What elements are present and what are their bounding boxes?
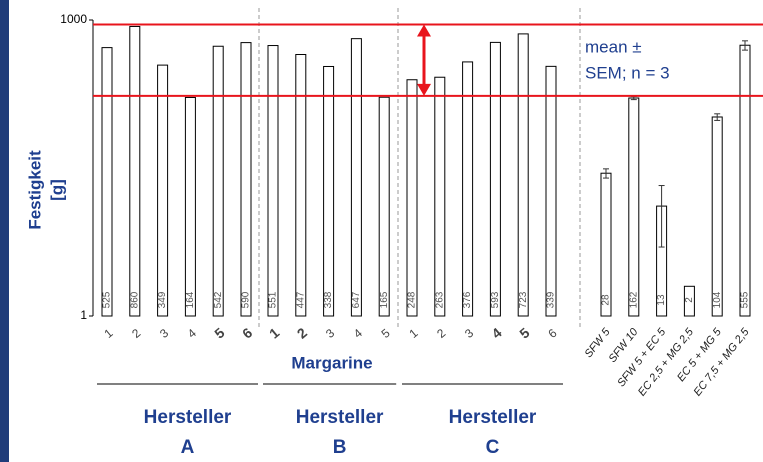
- group-label: Hersteller: [296, 407, 384, 428]
- value-label: 162: [628, 291, 639, 308]
- value-label: 349: [157, 291, 168, 308]
- x-tick-label: 3: [157, 326, 171, 341]
- value-label: 339: [546, 291, 557, 308]
- value-label: 551: [268, 291, 279, 308]
- x-tick-label: 6: [239, 324, 255, 341]
- x-tick-label: 3: [323, 326, 337, 341]
- bar: [628, 97, 640, 317]
- bar: [295, 54, 307, 317]
- x-tick-label: 5: [211, 324, 227, 341]
- value-label: 860: [129, 291, 140, 308]
- annotation: SEM; n = 3: [585, 63, 670, 82]
- group-label: Hersteller: [144, 407, 232, 428]
- group-label: C: [486, 437, 500, 458]
- bar: [517, 33, 529, 317]
- value-label: 104: [712, 291, 723, 308]
- x-tick-label: 3: [462, 326, 476, 341]
- value-label: 593: [490, 291, 501, 308]
- bar: [101, 47, 113, 317]
- bar: [739, 44, 751, 317]
- bar: [240, 42, 252, 317]
- arrow-head: [417, 83, 431, 96]
- group-label: Hersteller: [449, 407, 537, 428]
- bar: [323, 65, 335, 317]
- value-label: 555: [740, 291, 751, 308]
- bar: [350, 38, 362, 317]
- bar: [212, 45, 224, 317]
- value-label: 28: [601, 294, 612, 306]
- bar: [157, 64, 169, 317]
- bar: [545, 65, 557, 317]
- bar: [434, 76, 446, 317]
- x-tick-label: 5: [516, 324, 532, 341]
- x-tick-label: 4: [488, 324, 504, 341]
- bar: [489, 41, 501, 317]
- y-tick-label: 1: [80, 308, 87, 322]
- bar: [184, 96, 196, 317]
- value-label: 447: [295, 291, 306, 308]
- x-tick-label: 5: [379, 326, 393, 341]
- bar: [711, 116, 723, 317]
- value-label: 164: [185, 291, 196, 308]
- x-label: Margarine: [291, 353, 372, 372]
- value-label: 13: [656, 294, 667, 306]
- arrow-head: [417, 24, 431, 37]
- x-tick-label: 1: [406, 326, 420, 341]
- annotation: mean ±: [585, 37, 642, 56]
- bar: [267, 45, 279, 317]
- value-label: 647: [351, 291, 362, 308]
- bar: [378, 96, 390, 317]
- value-label: 525: [102, 291, 113, 308]
- value-label: 248: [407, 291, 418, 308]
- group-label: A: [181, 437, 195, 458]
- value-label: 263: [434, 291, 445, 308]
- bar: [406, 79, 418, 317]
- group-label: B: [333, 437, 347, 458]
- value-label: 2: [684, 297, 695, 303]
- x-tick-label: 6: [545, 326, 559, 341]
- x-tick-label: 1: [266, 324, 282, 341]
- value-label: 165: [379, 291, 390, 308]
- bar: [462, 61, 474, 317]
- y-label: Festigkeit: [25, 150, 44, 230]
- bar: [683, 285, 695, 317]
- x-tick-label: 2: [434, 326, 448, 341]
- bar: [129, 25, 141, 317]
- y-tick-label: 1000: [60, 12, 87, 26]
- value-label: 542: [213, 291, 224, 308]
- value-label: 723: [518, 291, 529, 308]
- x-tick-label: 4: [351, 326, 365, 341]
- x-tick-label: 2: [129, 326, 143, 341]
- x-tick-label: 1: [101, 326, 115, 341]
- value-label: 590: [241, 291, 252, 308]
- x-tick-label: 4: [185, 326, 199, 341]
- left-border: [0, 0, 9, 462]
- value-label: 338: [323, 291, 334, 308]
- value-label: 376: [462, 291, 473, 308]
- y-label: [g]: [47, 179, 66, 201]
- x-tick-label: 2: [294, 324, 310, 341]
